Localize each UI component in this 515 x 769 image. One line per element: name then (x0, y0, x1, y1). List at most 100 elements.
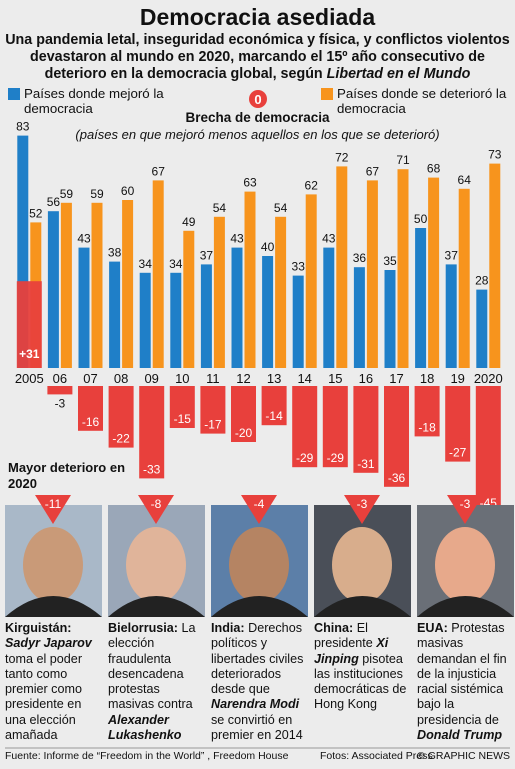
bar (47, 211, 59, 368)
profile-value: -8 (151, 497, 162, 511)
profile-name: Narendra Modi (211, 697, 300, 712)
bar (200, 264, 212, 368)
bar (353, 267, 365, 368)
bar (139, 272, 151, 368)
gap-bar (384, 386, 409, 487)
bar (384, 270, 396, 368)
value-label: 28 (475, 274, 489, 288)
bar (476, 289, 488, 368)
value-label: 34 (139, 257, 153, 271)
profile-text-before: Derechos políticos y libertades civiles … (211, 621, 304, 697)
copyright: © GRAPHIC NEWS (417, 750, 510, 762)
x-tick-label: 2020 (474, 371, 503, 386)
profile-value: -3 (460, 497, 471, 511)
gap-value-label: -27 (449, 446, 467, 460)
value-label: 52 (29, 206, 43, 220)
gap-value-label: -18 (418, 420, 436, 434)
gap-bar (169, 386, 195, 428)
photo-shoulders (417, 596, 514, 617)
x-tick-label: 09 (144, 371, 158, 386)
profile-text-before: El presidente (314, 621, 373, 651)
value-label: 35 (383, 254, 397, 268)
profile-text-after: pisotea las instituciones democráticas d… (314, 651, 407, 712)
gap-value-label: -20 (235, 426, 253, 440)
legend-label: Países donde mejoró la democracia (24, 86, 164, 116)
profile-country: Kirguistán: (5, 621, 72, 635)
bar (489, 163, 501, 368)
gap-value-label: -22 (112, 432, 130, 446)
x-tick-label: 17 (389, 371, 403, 386)
gap-bar (16, 281, 42, 368)
profile-name: Alexander Lukashenko (108, 712, 182, 743)
photo-credit: Fotos: Associated Press (320, 750, 433, 762)
value-label: 43 (77, 232, 91, 246)
gap-bar (445, 386, 471, 462)
bar (17, 135, 29, 368)
photo-face (23, 527, 83, 603)
gap-bar (353, 386, 379, 473)
value-label: 62 (305, 178, 319, 192)
gap-bar (139, 386, 165, 479)
photo-shoulders (314, 596, 411, 617)
value-label: 71 (396, 153, 410, 167)
gap-subtitle: (países en que mejoró menos aquellos en … (75, 127, 440, 142)
profile-text-after: toma el poder tanto como premier como pr… (5, 651, 83, 743)
profile-text: Bielorrusia: La elección fraudulenta des… (108, 621, 205, 743)
gap-bar (292, 386, 318, 468)
gap-bar (200, 386, 226, 434)
profile-text: China: El presidente Xi Jinping pisotea … (314, 621, 411, 713)
profile-value: -11 (45, 497, 62, 511)
value-label: 59 (90, 187, 104, 201)
legend-label: Países donde se deterioró la democracia (337, 86, 507, 116)
x-tick-label: 12 (236, 371, 250, 386)
x-tick-label: 16 (359, 371, 373, 386)
bar (323, 247, 335, 368)
bar (231, 247, 243, 368)
bar (292, 275, 304, 368)
gap-bar (47, 386, 73, 395)
profile-text-after: se convirtió en premier en 2014 (211, 712, 303, 743)
bar (428, 177, 440, 368)
photo-shoulders (211, 596, 308, 617)
profile-text: Kirguistán: Sadyr Japarov toma el poder … (5, 621, 102, 743)
value-label: 59 (60, 187, 74, 201)
profile-name: Sadyr Japarov (5, 636, 92, 651)
bar (244, 191, 256, 368)
gap-bar (322, 386, 348, 468)
value-label: 68 (427, 162, 441, 176)
subtitle: Una pandemia letal, inseguridad económic… (4, 32, 511, 83)
value-triangle (241, 495, 277, 524)
x-tick-label: 13 (267, 371, 281, 386)
value-label: 67 (366, 164, 380, 178)
value-label: 56 (47, 195, 61, 209)
gap-value-label: +31 (19, 347, 40, 361)
value-triangle (138, 495, 174, 524)
profile-country: Bielorrusia: (108, 621, 178, 635)
x-tick-label: 07 (83, 371, 97, 386)
gap-zero-marker (249, 90, 267, 108)
photo-face (126, 527, 186, 603)
value-label: 83 (16, 120, 30, 134)
value-label: 34 (169, 257, 183, 271)
value-label: 67 (152, 164, 166, 178)
legend-swatch (321, 88, 333, 100)
gap-value-label: -29 (327, 451, 345, 465)
section-title: Mayor deterioro en 2020 (8, 460, 126, 491)
value-label: 73 (488, 148, 502, 162)
value-label: 64 (458, 173, 472, 187)
value-label: 43 (322, 232, 336, 246)
gap-value-label: -15 (174, 412, 192, 426)
value-label: 54 (274, 201, 288, 215)
bar (122, 200, 134, 368)
x-tick-label: 14 (297, 371, 311, 386)
x-tick-label: 10 (175, 371, 189, 386)
photo-shoulders (108, 596, 205, 617)
gap-value-label: -16 (82, 415, 100, 429)
gap-bar (261, 386, 287, 426)
bar (262, 256, 274, 368)
gap-value-label: -14 (265, 409, 283, 423)
gap-bar (414, 386, 440, 437)
value-label: 38 (108, 246, 122, 260)
